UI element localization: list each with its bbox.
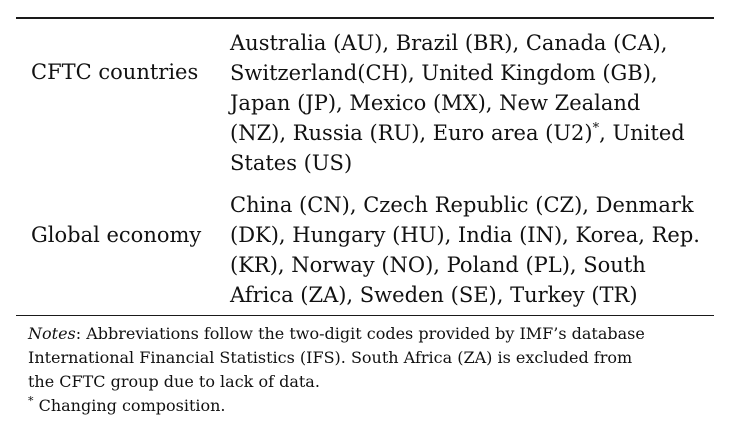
- countries-line: Africa (ZA), Sweden (SE), Turkey (TR): [230, 283, 638, 307]
- countries-line-segment: , United: [599, 121, 685, 145]
- notes-label: Notes: [28, 324, 76, 343]
- countries-line: (NZ), Russia (RU), Euro area (U2)*, Unit…: [230, 118, 715, 148]
- row-countries-global: China (CN), Czech Republic (CZ), Denmark…: [230, 190, 715, 310]
- countries-line: (DK), Hungary (HU), India (IN), Korea, R…: [230, 223, 700, 247]
- footnote-text: Changing composition.: [33, 396, 226, 415]
- countries-line: Australia (AU), Brazil (BR), Canada (CA)…: [230, 31, 668, 55]
- row-countries-cftc: Australia (AU), Brazil (BR), Canada (CA)…: [230, 28, 715, 178]
- countries-line: States (US): [230, 151, 353, 175]
- notes-line: the CFTC group due to lack of data.: [28, 372, 320, 391]
- row-label-cftc-countries: CFTC countries: [31, 60, 199, 84]
- footnote-marker: *: [28, 394, 34, 408]
- countries-line: Switzerland(CH), United Kingdom (GB),: [230, 61, 658, 85]
- countries-line: Japan (JP), Mexico (MX), New Zealand: [230, 91, 641, 115]
- notes-text: : Abbreviations follow the two-digit cod…: [75, 324, 645, 343]
- countries-line: China (CN), Czech Republic (CZ), Denmark: [230, 193, 694, 217]
- footnote-line: * Changing composition.: [28, 394, 718, 418]
- changing-composition-marker: *: [592, 121, 600, 136]
- countries-line: (KR), Norway (NO), Poland (PL), South: [230, 253, 646, 277]
- row-label-global-economy: Global economy: [31, 223, 202, 247]
- table-bottom-rule: [16, 315, 714, 316]
- table-top-rule: [16, 17, 714, 19]
- countries-line-segment: (NZ), Russia (RU), Euro area (U2): [230, 121, 593, 145]
- table-notes: Notes: Abbreviations follow the two-digi…: [28, 322, 718, 418]
- notes-line: Notes: Abbreviations follow the two-digi…: [28, 322, 718, 346]
- notes-line: International Financial Statistics (IFS)…: [28, 348, 633, 367]
